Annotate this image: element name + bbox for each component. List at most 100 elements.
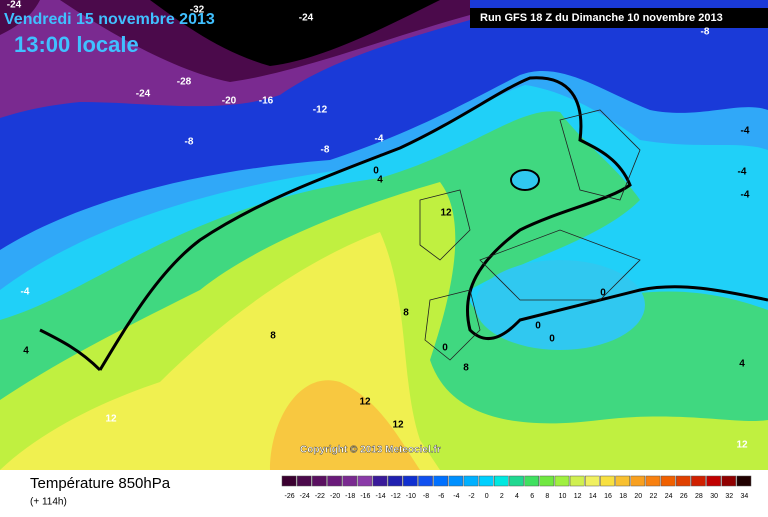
legend-swatch — [387, 475, 403, 487]
legend-swatch — [706, 475, 721, 487]
contour-label: -4 — [741, 126, 750, 137]
field-title: Température 850hPa — [30, 475, 171, 492]
legend-label: -18 — [345, 493, 355, 500]
legend-label: -10 — [406, 493, 416, 500]
legend-swatch — [569, 475, 585, 487]
legend-label: 14 — [589, 493, 597, 500]
contour-label: 12 — [440, 208, 452, 219]
legend-label: 22 — [650, 493, 658, 500]
legend-label: -4 — [453, 493, 459, 500]
legend-swatch — [600, 475, 615, 487]
legend-swatch — [645, 475, 661, 487]
legend-swatch — [327, 475, 342, 487]
contour-label: 0 — [442, 343, 448, 354]
contour-label: 12 — [105, 414, 117, 425]
legend-label: 12 — [574, 493, 582, 500]
contour-label: 12 — [736, 440, 748, 451]
contour-label: -4 — [375, 134, 384, 145]
legend-label: -20 — [330, 493, 340, 500]
contour-label: 0 — [600, 288, 606, 299]
contour-label: 4 — [377, 175, 383, 186]
legend-swatch — [736, 475, 752, 487]
field — [0, 0, 40, 35]
contour-label: -20 — [222, 96, 237, 107]
legend-label: 2 — [500, 493, 504, 500]
map — [0, 0, 768, 471]
legend-label: 10 — [559, 493, 567, 500]
legend-label: 6 — [530, 493, 534, 500]
legend-label: -8 — [423, 493, 429, 500]
legend-label: 34 — [741, 493, 749, 500]
legend-swatch — [312, 475, 327, 487]
run-info: Run GFS 18 Z du Dimanche 10 novembre 201… — [480, 12, 723, 24]
legend-label: -26 — [285, 493, 295, 500]
legend-swatch — [539, 475, 555, 487]
contour-label: 4 — [23, 346, 29, 357]
contour-label: -4 — [741, 190, 750, 201]
legend-swatch — [509, 475, 524, 487]
legend-swatch — [554, 475, 570, 487]
zero-isotherm — [39, 76, 768, 372]
field — [270, 380, 420, 470]
legend-swatch — [463, 475, 479, 487]
legend-swatch — [281, 475, 297, 487]
legend-swatch — [630, 475, 646, 487]
legend-swatch — [691, 475, 706, 487]
legend-swatch — [721, 475, 737, 487]
legend-label: -2 — [468, 493, 474, 500]
legend-swatch — [357, 475, 373, 487]
legend-swatch — [418, 475, 433, 487]
legend-label: 16 — [604, 493, 612, 500]
contour-label: 8 — [463, 363, 469, 374]
lead-time: (+ 114h) — [30, 497, 67, 508]
field — [150, 0, 440, 66]
legend-swatch — [372, 475, 388, 487]
contour-label: -12 — [313, 105, 328, 116]
contour-label: -4 — [21, 287, 30, 298]
legend-label: 24 — [665, 493, 673, 500]
legend-label: 0 — [485, 493, 489, 500]
contour-label: 0 — [549, 334, 555, 345]
contour-label: 8 — [403, 308, 409, 319]
contour-label: -24 — [299, 13, 314, 24]
contour-label: -32 — [190, 5, 205, 16]
legend-swatch — [524, 475, 539, 487]
legend-swatch — [660, 475, 676, 487]
contour-label: -8 — [185, 137, 194, 148]
contour-label: 0 — [535, 321, 541, 332]
contour-label: -16 — [259, 96, 274, 107]
legend-swatch — [448, 475, 464, 487]
contour-label: -8 — [701, 27, 710, 38]
legend-label: -24 — [300, 493, 310, 500]
date: Vendredi 15 novembre 2013 — [4, 11, 215, 28]
legend-label: 26 — [680, 493, 688, 500]
legend-swatch — [675, 475, 691, 487]
legend-swatch — [584, 475, 600, 487]
legend-swatch — [433, 475, 449, 487]
cold-pocket — [510, 169, 540, 191]
contour-label: -8 — [321, 145, 330, 156]
legend-label: 30 — [710, 493, 718, 500]
contour-label: 12 — [359, 397, 371, 408]
legend-swatch — [403, 475, 418, 487]
legend-label: 20 — [634, 493, 642, 500]
legend-swatch — [478, 475, 494, 487]
legend-swatch — [494, 475, 509, 487]
legend-label: 28 — [695, 493, 703, 500]
legend-label: -6 — [438, 493, 444, 500]
legend-swatch — [615, 475, 630, 487]
legend-label: -16 — [360, 493, 370, 500]
contour-label: -24 — [7, 0, 22, 11]
contour-label: 8 — [270, 331, 276, 342]
legend-label: 32 — [725, 493, 733, 500]
legend-label: 8 — [545, 493, 549, 500]
contour-label: -4 — [738, 167, 747, 178]
local-time: 13:00 locale — [14, 32, 139, 57]
run-box — [470, 8, 768, 28]
legend-label: 4 — [515, 493, 519, 500]
contour-label: -28 — [177, 77, 192, 88]
legend-swatch — [342, 475, 358, 487]
contour-label: -24 — [136, 89, 151, 100]
